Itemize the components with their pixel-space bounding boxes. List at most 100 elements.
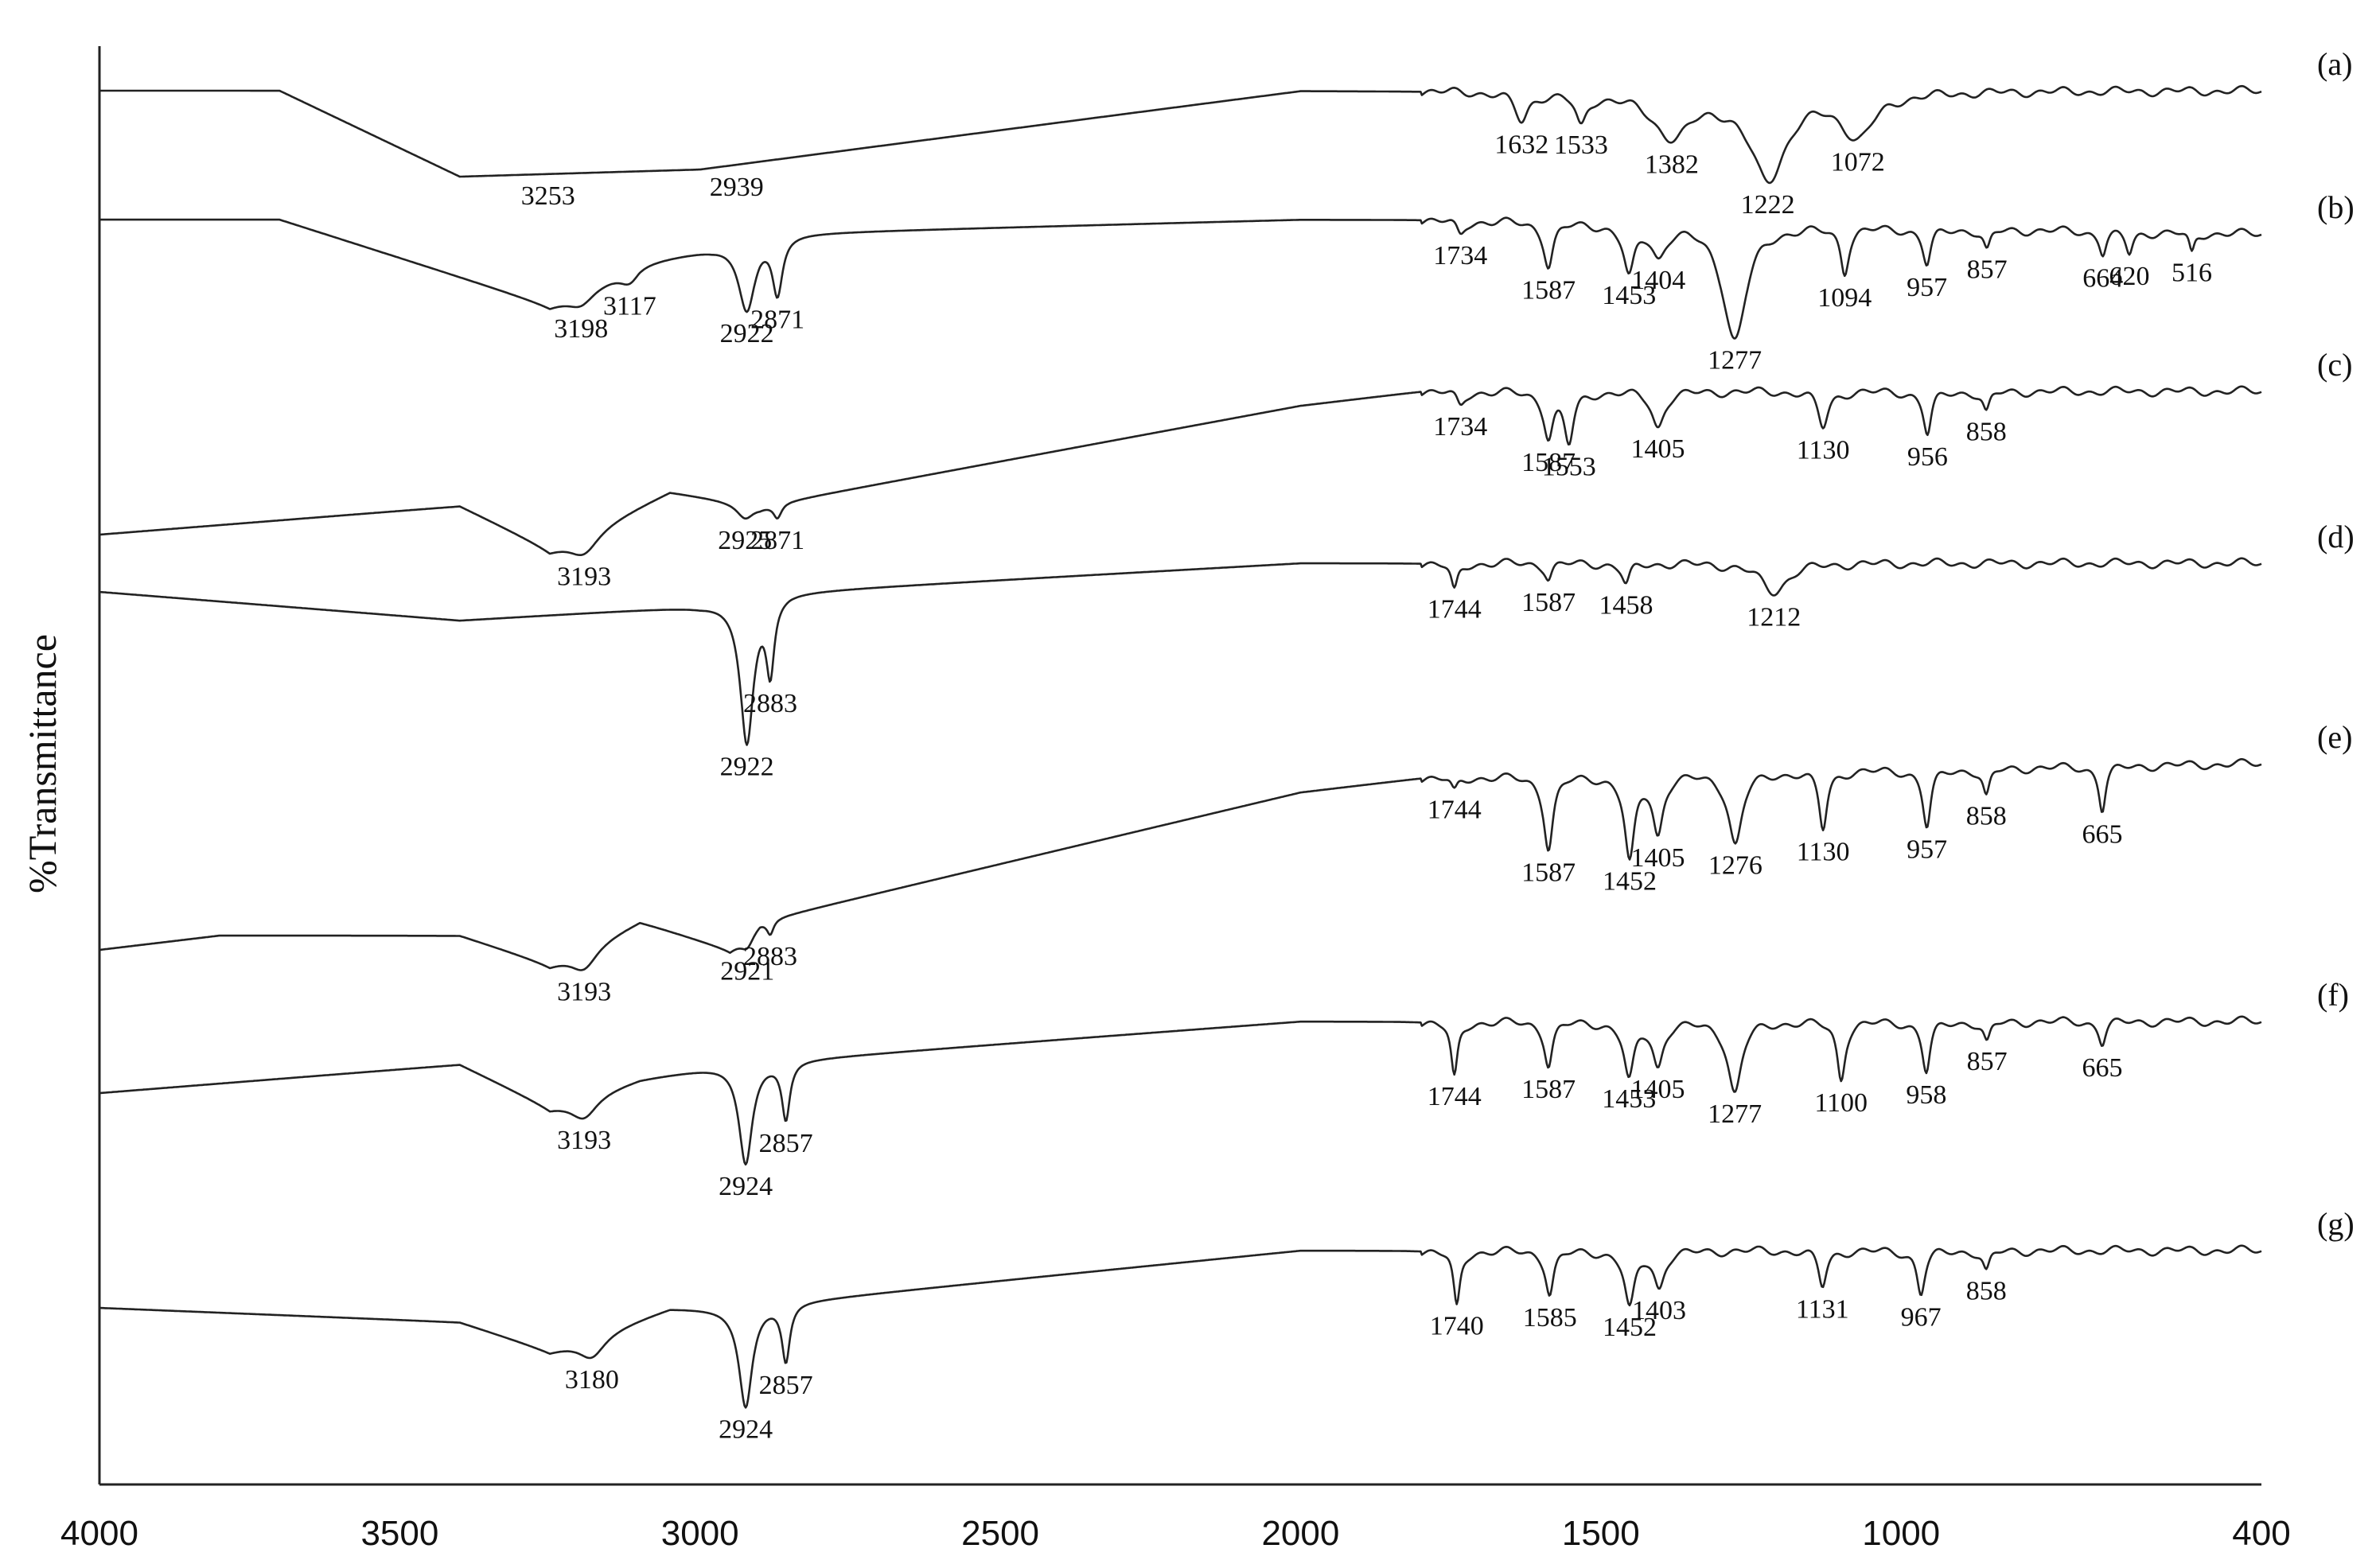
peak-label: 516	[2172, 258, 2212, 287]
spectrum-line-c	[99, 385, 2262, 556]
peak-label: 858	[1966, 802, 2007, 831]
spectrum-line-a	[99, 84, 2262, 185]
panel-label: (c)	[2317, 347, 2352, 383]
spectrum-line-b	[99, 216, 2262, 340]
peak-label: 957	[1907, 835, 1947, 865]
peak-label: 1744	[1428, 795, 1482, 824]
peak-label: 2871	[750, 305, 804, 335]
x-tick-label: 3000	[661, 1514, 739, 1553]
peak-label: 1276	[1708, 850, 1763, 880]
x-tick-label: 4000	[60, 1514, 138, 1553]
spectrum-line-e	[99, 758, 2262, 971]
peak-label: 857	[1967, 1047, 2008, 1076]
spectrum-line-d	[99, 557, 2262, 746]
peak-label: 1100	[1814, 1088, 1868, 1118]
spectrum-line-g	[99, 1244, 2262, 1409]
peak-label: 957	[1907, 273, 1947, 302]
peak-label: 1094	[1817, 283, 1872, 313]
peak-label: 1452	[1603, 1313, 1657, 1342]
peak-label: 1453	[1602, 1084, 1656, 1114]
peak-label: 3193	[557, 562, 611, 592]
peak-label: 1072	[1831, 148, 1885, 177]
peak-label: 1453	[1602, 281, 1656, 310]
panel-label: (f)	[2317, 977, 2349, 1013]
peak-label: 3193	[557, 978, 611, 1007]
peak-label: 1553	[1542, 452, 1596, 481]
peak-label: 2939	[710, 173, 764, 202]
peak-label: 1212	[1747, 603, 1801, 632]
peak-label: 2924	[719, 1172, 773, 1201]
peak-label: 1277	[1708, 1099, 1762, 1129]
peak-label: 1405	[1631, 1075, 1685, 1104]
axes	[98, 46, 2261, 1486]
peak-label: 2921	[720, 956, 774, 986]
panel-labels-layer: (a) (b) (c) (d) (e) (f) (g)	[2317, 46, 2355, 1242]
peak-label: 1744	[1428, 595, 1482, 624]
peak-label: 1533	[1554, 130, 1608, 160]
peak-label: 1740	[1430, 1311, 1484, 1340]
peak-label: 664	[2082, 263, 2123, 293]
peak-label: 1587	[1521, 448, 1576, 477]
peak-label: 1130	[1797, 838, 1850, 867]
x-tick-label: 1500	[1562, 1514, 1640, 1553]
x-tick-labels: 4000 3500 3000 2500 2000 1500 1000 400	[60, 1514, 2291, 1553]
peak-label: 1403	[1632, 1296, 1686, 1325]
peak-label: 1587	[1521, 588, 1576, 617]
peak-label: 2924	[719, 1414, 773, 1444]
peak-label: 2857	[759, 1129, 813, 1158]
x-tick-label: 2000	[1261, 1514, 1339, 1553]
peak-label: 3180	[565, 1365, 619, 1395]
panel-label: (e)	[2317, 719, 2352, 755]
peak-label: 857	[1967, 255, 2008, 285]
peak-label: 1458	[1599, 590, 1653, 620]
peak-label: 2871	[750, 526, 804, 555]
peak-label: 1405	[1631, 843, 1685, 873]
peak-label: 2922	[720, 752, 774, 781]
peak-label: 3117	[603, 292, 656, 321]
x-tick-label: 2500	[961, 1514, 1039, 1553]
peak-label: 1632	[1494, 130, 1548, 159]
spectrum-line-f	[99, 1015, 2262, 1166]
peak-label: 1744	[1428, 1082, 1482, 1111]
peak-label: 1452	[1603, 866, 1657, 896]
peak-label: 2857	[759, 1371, 813, 1400]
peak-label: 1587	[1521, 1075, 1576, 1104]
peak-label: 2922	[720, 319, 774, 348]
peak-label: 1277	[1708, 346, 1762, 375]
peak-label: 1130	[1797, 435, 1850, 465]
peak-label: 1587	[1521, 858, 1576, 888]
peak-label: 3198	[554, 314, 608, 344]
x-tick-label: 400	[2232, 1514, 2290, 1553]
y-axis-title: %Transmittance	[20, 634, 64, 893]
peak-label: 1405	[1631, 434, 1685, 464]
peak-label: 2883	[743, 942, 797, 971]
x-tick-label: 3500	[360, 1514, 438, 1553]
peak-label: 1587	[1521, 276, 1576, 305]
peak-label: 3193	[557, 1126, 611, 1155]
peak-label: 956	[1907, 442, 1948, 472]
peak-label: 1131	[1796, 1294, 1849, 1324]
panel-label: (a)	[2317, 46, 2352, 82]
panel-label: (b)	[2317, 189, 2355, 225]
peak-label: 1734	[1433, 412, 1487, 442]
peak-label: 620	[2109, 262, 2150, 291]
peak-label: 3253	[521, 181, 575, 211]
peak-label: 1382	[1645, 150, 1699, 179]
peak-label: 1734	[1433, 241, 1487, 270]
spectra-layer	[99, 84, 2262, 1409]
peak-label: 858	[1966, 417, 2007, 446]
peak-label: 967	[1901, 1303, 1942, 1333]
panel-label: (g)	[2317, 1206, 2355, 1242]
panel-label: (d)	[2317, 519, 2355, 554]
peak-label: 858	[1966, 1276, 2007, 1305]
peak-label: 2925	[718, 526, 772, 555]
x-tick-label: 1000	[1862, 1514, 1940, 1553]
peak-label: 1222	[1741, 190, 1795, 220]
peak-label: 665	[2082, 820, 2123, 850]
peak-label: 665	[2082, 1053, 2123, 1083]
peak-label: 958	[1906, 1080, 1946, 1110]
peak-label: 1585	[1523, 1303, 1577, 1333]
peak-label: 1404	[1631, 266, 1685, 295]
